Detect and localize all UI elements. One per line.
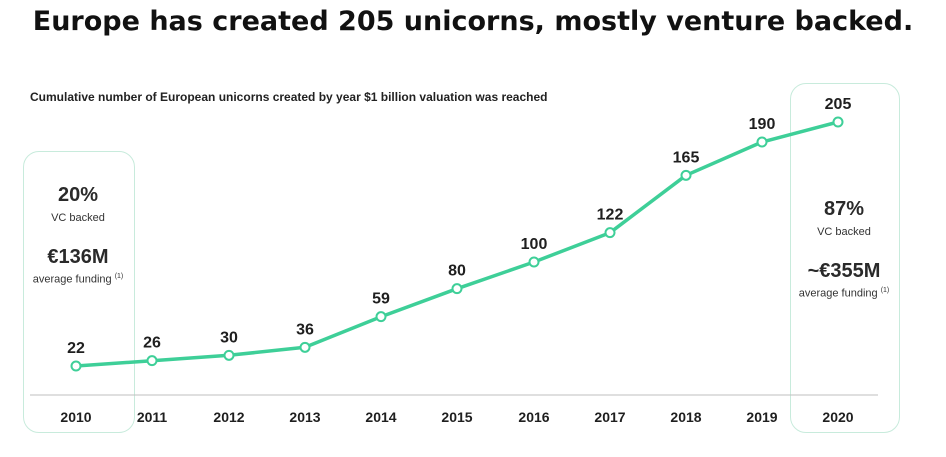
data-point xyxy=(832,116,844,128)
x-tick-label: 2010 xyxy=(60,409,91,425)
left-funding-footnote: (1) xyxy=(114,273,124,280)
left-vc-label: VC backed xyxy=(51,212,105,224)
right-highlight-box xyxy=(790,83,900,433)
data-point xyxy=(756,136,768,148)
data-point xyxy=(146,355,158,367)
data-label: 30 xyxy=(220,329,238,346)
x-tick-label: 2017 xyxy=(594,409,625,425)
data-label: 100 xyxy=(521,236,548,253)
x-tick-label: 2013 xyxy=(289,409,320,425)
x-tick-label: 2011 xyxy=(137,409,168,425)
page-title: Europe has created 205 unicorns, mostly … xyxy=(32,6,914,37)
data-label: 122 xyxy=(597,207,624,224)
right-vc-label: VC backed xyxy=(817,226,871,238)
data-point xyxy=(680,169,692,181)
x-tick-label: 2015 xyxy=(441,409,472,425)
left-funding-text: average funding xyxy=(32,273,112,286)
data-point xyxy=(223,349,235,361)
data-point xyxy=(375,311,387,323)
data-label: 36 xyxy=(296,321,314,338)
series-line xyxy=(75,120,839,368)
right-funding-text: average funding xyxy=(798,287,878,300)
x-tick-label: 2019 xyxy=(746,409,777,425)
left-funding-label: average funding (1) xyxy=(3,273,153,286)
right-funding-footnote: (1) xyxy=(880,287,890,294)
data-label: 59 xyxy=(372,291,390,308)
x-tick-label: 2018 xyxy=(670,409,701,425)
data-point xyxy=(604,227,616,239)
data-point xyxy=(70,360,82,372)
data-label: 26 xyxy=(143,335,161,352)
right-funding-label: average funding (1) xyxy=(769,287,919,300)
x-tick-label: 2014 xyxy=(365,409,396,425)
left-vc-pct: 20% xyxy=(57,184,99,206)
data-label: 205 xyxy=(825,96,852,113)
data-label: 80 xyxy=(448,263,466,280)
data-label: 165 xyxy=(673,149,700,166)
right-vc-pct: 87% xyxy=(823,198,865,220)
x-tick-label: 2020 xyxy=(822,409,853,425)
right-funding-value: ~€355M xyxy=(807,260,881,282)
data-point xyxy=(528,256,540,268)
data-label: 190 xyxy=(749,116,776,133)
chart-subtitle: Cumulative number of European unicorns c… xyxy=(30,90,548,104)
x-tick-label: 2012 xyxy=(213,409,244,425)
data-point xyxy=(451,283,463,295)
left-funding-value: €136M xyxy=(47,246,109,268)
data-label: 22 xyxy=(67,340,85,357)
left-highlight-box xyxy=(23,151,135,433)
x-tick-label: 2016 xyxy=(518,409,549,425)
data-point xyxy=(299,341,311,353)
